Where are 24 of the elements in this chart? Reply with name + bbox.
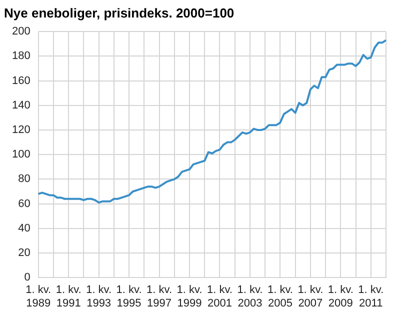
y-tick-label: 80	[18, 173, 30, 186]
y-tick-label: 120	[12, 124, 30, 136]
x-tick-label: 1. kv. 2007	[298, 284, 324, 310]
x-tick-label: 1. kv. 1999	[176, 284, 202, 310]
y-tick-label: 140	[12, 99, 30, 112]
y-tick-label: 40	[18, 222, 30, 234]
chart-title: Nye eneboliger, prisindeks. 2000=100	[4, 5, 234, 20]
x-tick-label: 1. kv. 2005	[267, 284, 293, 310]
y-tick-label: 20	[18, 247, 30, 260]
x-tick-label: 1. kv. 2011	[358, 284, 384, 310]
x-tick-label: 1. kv. 1993	[86, 284, 112, 310]
x-tick-label: 1. kv. 2009	[328, 284, 354, 310]
x-tick-label: 1. kv. 1991	[56, 284, 82, 310]
y-tick-label: 100	[12, 148, 30, 161]
y-tick-label: 60	[18, 198, 30, 210]
y-tick-label: 180	[12, 50, 30, 62]
x-tick-label: 1. kv. 1989	[26, 284, 52, 310]
x-tick-label: 1. kv. 1995	[116, 284, 142, 310]
x-tick-label: 1. kv. 2003	[237, 284, 263, 310]
y-tick-label: 200	[12, 26, 30, 38]
x-tick-label: 1. kv. 2001	[206, 284, 232, 310]
y-tick-label: 0	[24, 272, 30, 284]
x-tick-label: 1. kv. 1997	[146, 284, 172, 310]
y-tick-label: 160	[12, 74, 30, 87]
